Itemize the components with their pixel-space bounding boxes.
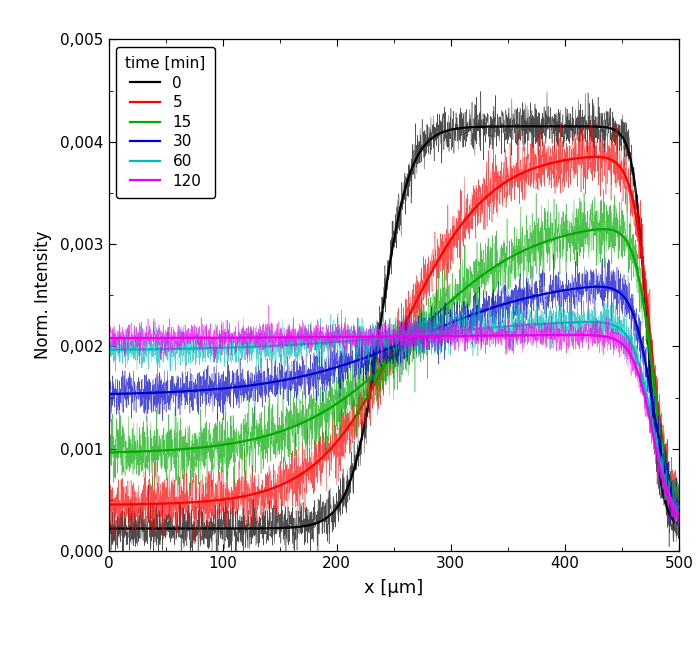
0 [555, 123, 564, 131]
30 [675, 506, 683, 514]
120 [323, 333, 332, 341]
5 [169, 499, 178, 507]
15 [602, 225, 610, 233]
15 [599, 225, 608, 233]
15 [323, 406, 332, 414]
Line: 5: 5 [108, 157, 679, 505]
30 [169, 388, 178, 396]
60 [602, 319, 610, 327]
Line: 60: 60 [108, 322, 679, 517]
5 [675, 501, 683, 509]
5 [348, 418, 356, 426]
5 [602, 154, 610, 162]
Y-axis label: Norm. Intensity: Norm. Intensity [34, 231, 52, 359]
0 [602, 123, 610, 131]
0 [664, 506, 672, 514]
120 [104, 334, 113, 342]
Line: 15: 15 [108, 229, 679, 509]
120 [664, 492, 672, 500]
30 [348, 358, 356, 366]
60 [323, 338, 332, 346]
0 [169, 525, 178, 533]
0 [323, 514, 332, 522]
60 [664, 489, 672, 497]
0 [348, 472, 356, 480]
X-axis label: x [μm]: x [μm] [364, 579, 424, 597]
120 [566, 331, 575, 339]
15 [104, 449, 113, 457]
120 [602, 333, 610, 340]
0 [675, 521, 683, 529]
15 [664, 473, 672, 481]
120 [348, 333, 356, 341]
5 [591, 153, 599, 161]
30 [323, 366, 332, 374]
Line: 30: 30 [108, 287, 679, 510]
5 [203, 497, 211, 505]
60 [584, 318, 593, 326]
Line: 120: 120 [108, 335, 679, 518]
15 [169, 446, 178, 454]
5 [104, 501, 113, 508]
15 [675, 505, 683, 513]
0 [203, 525, 211, 533]
120 [675, 514, 683, 522]
30 [594, 283, 602, 291]
30 [664, 479, 672, 487]
60 [104, 346, 113, 354]
15 [348, 389, 356, 397]
120 [203, 334, 211, 342]
60 [348, 337, 356, 344]
5 [664, 469, 672, 477]
30 [203, 386, 211, 394]
60 [203, 344, 211, 352]
120 [169, 334, 178, 342]
30 [104, 390, 113, 398]
0 [104, 525, 113, 533]
Legend: 0, 5, 15, 30, 60, 120: 0, 5, 15, 30, 60, 120 [116, 47, 215, 198]
Line: 0: 0 [108, 127, 679, 529]
5 [323, 449, 332, 457]
60 [169, 345, 178, 353]
30 [602, 283, 610, 291]
15 [203, 443, 211, 451]
60 [675, 513, 683, 521]
